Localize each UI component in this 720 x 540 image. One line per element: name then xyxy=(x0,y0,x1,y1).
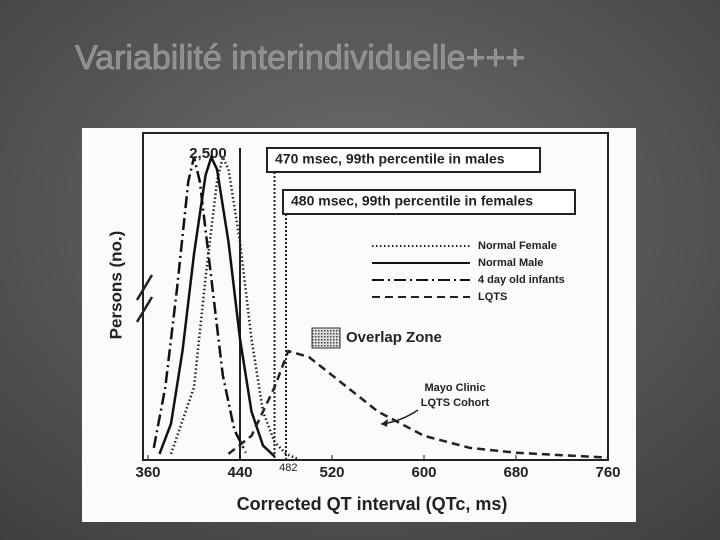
x-axis-label: Corrected QT interval (QTc, ms) xyxy=(237,494,508,514)
y-axis-label: Persons (no.) xyxy=(106,231,125,340)
cohort-label: Mayo Clinic xyxy=(424,382,485,394)
legend-label: LQTS xyxy=(478,291,507,303)
series-line xyxy=(158,153,276,458)
legend-label: 4 day old infants xyxy=(478,274,565,286)
x-tick-label: 520 xyxy=(319,464,344,481)
x-tick-label: 360 xyxy=(135,464,160,481)
annotation: 480 msec, 99th percentile in females xyxy=(291,193,533,209)
y-tick-label: 2,500 xyxy=(189,145,227,162)
cohort-arrowhead xyxy=(381,419,388,427)
annotation-box xyxy=(282,189,576,215)
x-tick-label: 760 xyxy=(595,464,620,481)
legend-label: Normal Female xyxy=(478,240,557,252)
figure xyxy=(82,128,636,522)
series-line xyxy=(169,153,298,460)
x-tick-label: 680 xyxy=(503,464,528,481)
legend-label: Normal Male xyxy=(478,257,543,269)
annotation: 470 msec, 99th percentile in males xyxy=(275,151,505,167)
marker-label: 482 xyxy=(279,462,297,474)
x-tick-label: 440 xyxy=(227,464,252,481)
cohort-label: LQTS Cohort xyxy=(421,397,490,409)
x-tick-label: 600 xyxy=(411,464,436,481)
plot-frame xyxy=(142,132,609,461)
overlap-swatch xyxy=(311,327,341,349)
overlap-label: Overlap Zone xyxy=(346,329,442,346)
axis-break xyxy=(135,296,154,323)
series-line xyxy=(152,156,247,454)
series-line xyxy=(227,349,609,459)
annotation-box xyxy=(266,147,541,173)
axis-break xyxy=(135,274,154,301)
slide-title: Variabilité interindividuelle+++ xyxy=(75,39,525,77)
